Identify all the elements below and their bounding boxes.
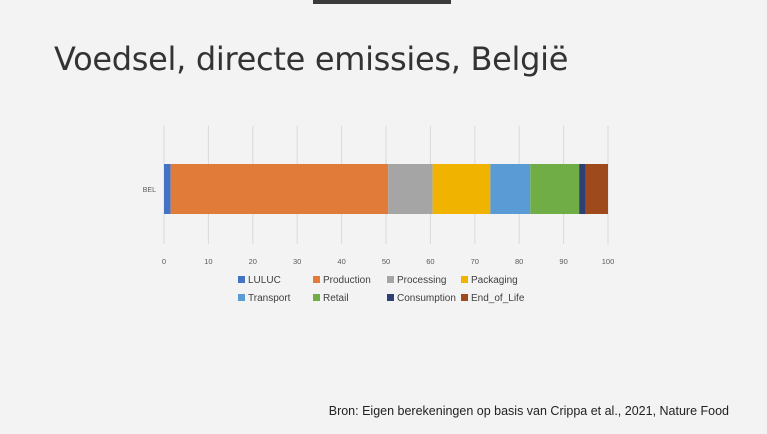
legend-label-processing: Processing — [397, 275, 446, 286]
x-tick-label: 80 — [515, 257, 523, 266]
legend-label-retail: Retail — [323, 293, 349, 304]
legend-swatch-consumption — [387, 294, 394, 301]
x-tick-label: 40 — [337, 257, 345, 266]
legend-label-transport: Transport — [248, 293, 291, 304]
x-tick-label: 100 — [602, 257, 615, 266]
window-top-bar — [313, 0, 451, 4]
x-tick-label: 0 — [162, 257, 166, 266]
legend-label-end-of-life: End_of_Life — [471, 293, 525, 304]
bar-segment-consumption — [579, 164, 586, 214]
legend-label-luluc: LULUC — [248, 275, 281, 286]
legend-swatch-processing — [387, 276, 394, 283]
source-citation: Bron: Eigen berekeningen op basis van Cr… — [328, 404, 729, 418]
legend-label-packaging: Packaging — [471, 275, 518, 286]
x-tick-label: 20 — [249, 257, 257, 266]
slide-title: Voedsel, directe emissies, België — [54, 40, 569, 78]
bar-segment-production — [170, 164, 389, 214]
x-tick-label: 50 — [382, 257, 390, 266]
bar-segment-transport — [490, 164, 531, 214]
bar-segment-packaging — [432, 164, 491, 214]
bar-segment-end-of-life — [585, 164, 608, 214]
x-tick-label: 90 — [559, 257, 567, 266]
legend-label-production: Production — [323, 275, 371, 286]
category-label: BEL — [143, 187, 156, 194]
x-tick-label: 70 — [471, 257, 479, 266]
legend-swatch-end-of-life — [461, 294, 468, 301]
x-tick-label: 30 — [293, 257, 301, 266]
x-tick-label: 60 — [426, 257, 434, 266]
legend-label-consumption: Consumption — [397, 293, 456, 304]
legend-swatch-luluc — [238, 276, 245, 283]
bar-segment-retail — [530, 164, 580, 214]
legend-swatch-retail — [313, 294, 320, 301]
legend-swatch-packaging — [461, 276, 468, 283]
bar-segment-processing — [388, 164, 433, 214]
legend-swatch-transport — [238, 294, 245, 301]
legend-swatch-production — [313, 276, 320, 283]
bar-segment-luluc — [164, 164, 171, 214]
x-tick-label: 10 — [204, 257, 212, 266]
